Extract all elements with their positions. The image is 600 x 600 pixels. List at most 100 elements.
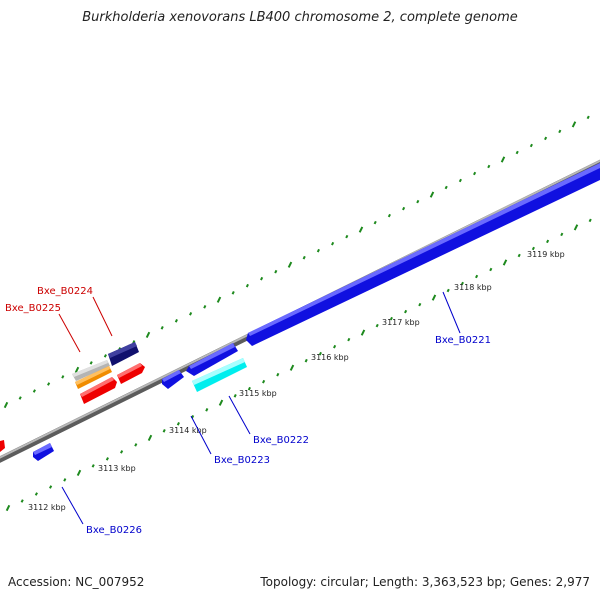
scale-tick <box>573 224 579 231</box>
gene-bxe-b0224[interactable] <box>108 342 139 366</box>
scale-labels: 3112 kbp 3113 kbp 3114 kbp 3115 kbp 3116… <box>28 250 565 512</box>
scale-tick <box>49 485 53 489</box>
scale-tick <box>160 326 164 330</box>
scale-tick <box>274 269 278 274</box>
scale-tick <box>487 164 491 169</box>
scale-tick <box>546 239 550 244</box>
scale-tick <box>473 171 477 176</box>
scale-tick <box>145 331 151 339</box>
scale-tick <box>47 382 51 386</box>
scale-tick <box>333 344 337 349</box>
scale-tick <box>531 246 535 251</box>
scale-tick <box>91 464 95 468</box>
gene-bxe-b0226[interactable] <box>33 443 54 461</box>
scale-tick <box>233 394 237 398</box>
scale-tick <box>231 291 235 295</box>
scale-tick <box>416 199 420 204</box>
scale-tick <box>586 115 590 120</box>
scale-tick <box>205 408 209 412</box>
scale-tick <box>61 375 65 379</box>
scale-label: 3113 kbp <box>98 464 136 473</box>
scale-tick <box>147 434 153 442</box>
scale-tick <box>262 379 266 384</box>
scale-tick <box>387 213 391 218</box>
scale-label: 3112 kbp <box>28 503 66 512</box>
gene-label-bxe-b0222[interactable]: Bxe_B0222 <box>253 435 309 446</box>
scale-tick <box>203 305 207 309</box>
scale-tick <box>218 399 224 406</box>
scale-tick <box>544 136 548 141</box>
scale-label: 3117 kbp <box>382 318 420 327</box>
scale-tick <box>162 429 166 433</box>
scale-tick <box>245 283 249 288</box>
gene-red-right[interactable] <box>117 363 145 384</box>
scale-tick <box>76 469 82 477</box>
scale-tick <box>89 361 93 365</box>
scale-tick <box>32 389 36 393</box>
scale-tick <box>189 312 193 316</box>
gene-label-bxe-b0225[interactable]: Bxe_B0225 <box>5 303 61 314</box>
scale-tick <box>287 261 293 268</box>
scale-tick <box>404 309 408 314</box>
scale-tick <box>304 358 308 363</box>
gene-labels: Bxe_B0224 Bxe_B0225 Bxe_B0221 Bxe_B0222 … <box>5 286 491 536</box>
gene-grey[interactable] <box>72 360 110 381</box>
scale-tick <box>358 226 364 233</box>
scale-tick <box>360 329 366 336</box>
gene-label-bxe-b0223[interactable]: Bxe_B0223 <box>214 455 270 466</box>
gene-bxe-b0222[interactable] <box>186 343 238 376</box>
topology-text: Topology: circular; Length: 3,363,523 bp… <box>260 575 590 589</box>
scale-tick <box>5 504 11 512</box>
gene-bxe-b0225[interactable] <box>75 366 112 389</box>
gene-bxe-b0223[interactable] <box>162 370 184 389</box>
scale-tick <box>345 234 349 239</box>
scale-tick <box>134 443 138 447</box>
scale-tick <box>120 450 124 454</box>
gene-red-edge[interactable] <box>0 440 5 452</box>
scale-tick <box>588 218 592 223</box>
label-leaders <box>58 291 461 525</box>
scale-tick <box>105 457 109 461</box>
accession-text: Accession: NC_007952 <box>8 575 145 589</box>
scale-tick <box>515 150 519 155</box>
scale-tick <box>34 492 38 496</box>
scale-tick <box>316 248 320 253</box>
scale-tick <box>216 296 222 303</box>
scale-tick <box>402 206 406 211</box>
gene-label-bxe-b0221[interactable]: Bxe_B0221 <box>435 335 491 346</box>
scale-tick <box>458 178 462 183</box>
scale-tick <box>529 143 533 148</box>
scale-tick <box>132 340 136 344</box>
gene-label-bxe-b0224[interactable]: Bxe_B0224 <box>37 286 93 297</box>
scale-tick <box>475 274 479 279</box>
scale-label: 3116 kbp <box>311 353 349 362</box>
scale-tick <box>247 386 251 391</box>
scale-tick <box>63 478 67 482</box>
scale-tick <box>431 294 437 301</box>
inner-scale-ticks <box>5 218 592 512</box>
scale-label: 3114 kbp <box>169 426 207 435</box>
scale-tick <box>489 267 493 272</box>
scale-tick <box>558 129 562 134</box>
scale-label: 3115 kbp <box>239 389 277 398</box>
scale-tick <box>318 351 322 356</box>
gene-features <box>0 163 600 461</box>
gene-bxe-b0221[interactable] <box>246 163 600 346</box>
scale-tick <box>347 337 351 342</box>
outer-scale-ticks <box>3 115 590 409</box>
gene-label-bxe-b0226[interactable]: Bxe_B0226 <box>86 525 142 536</box>
scale-tick <box>20 499 24 503</box>
scale-tick <box>74 366 80 374</box>
scale-tick <box>460 281 464 286</box>
scale-tick <box>176 422 180 426</box>
gene-cyan[interactable] <box>192 358 247 392</box>
scale-label: 3118 kbp <box>454 283 492 292</box>
scale-tick <box>446 288 450 293</box>
scale-tick <box>302 255 306 260</box>
scale-tick <box>18 396 22 400</box>
scale-tick <box>571 121 577 128</box>
scale-tick <box>444 185 448 190</box>
scale-tick <box>429 191 435 198</box>
gene-red-lower[interactable] <box>80 377 117 404</box>
